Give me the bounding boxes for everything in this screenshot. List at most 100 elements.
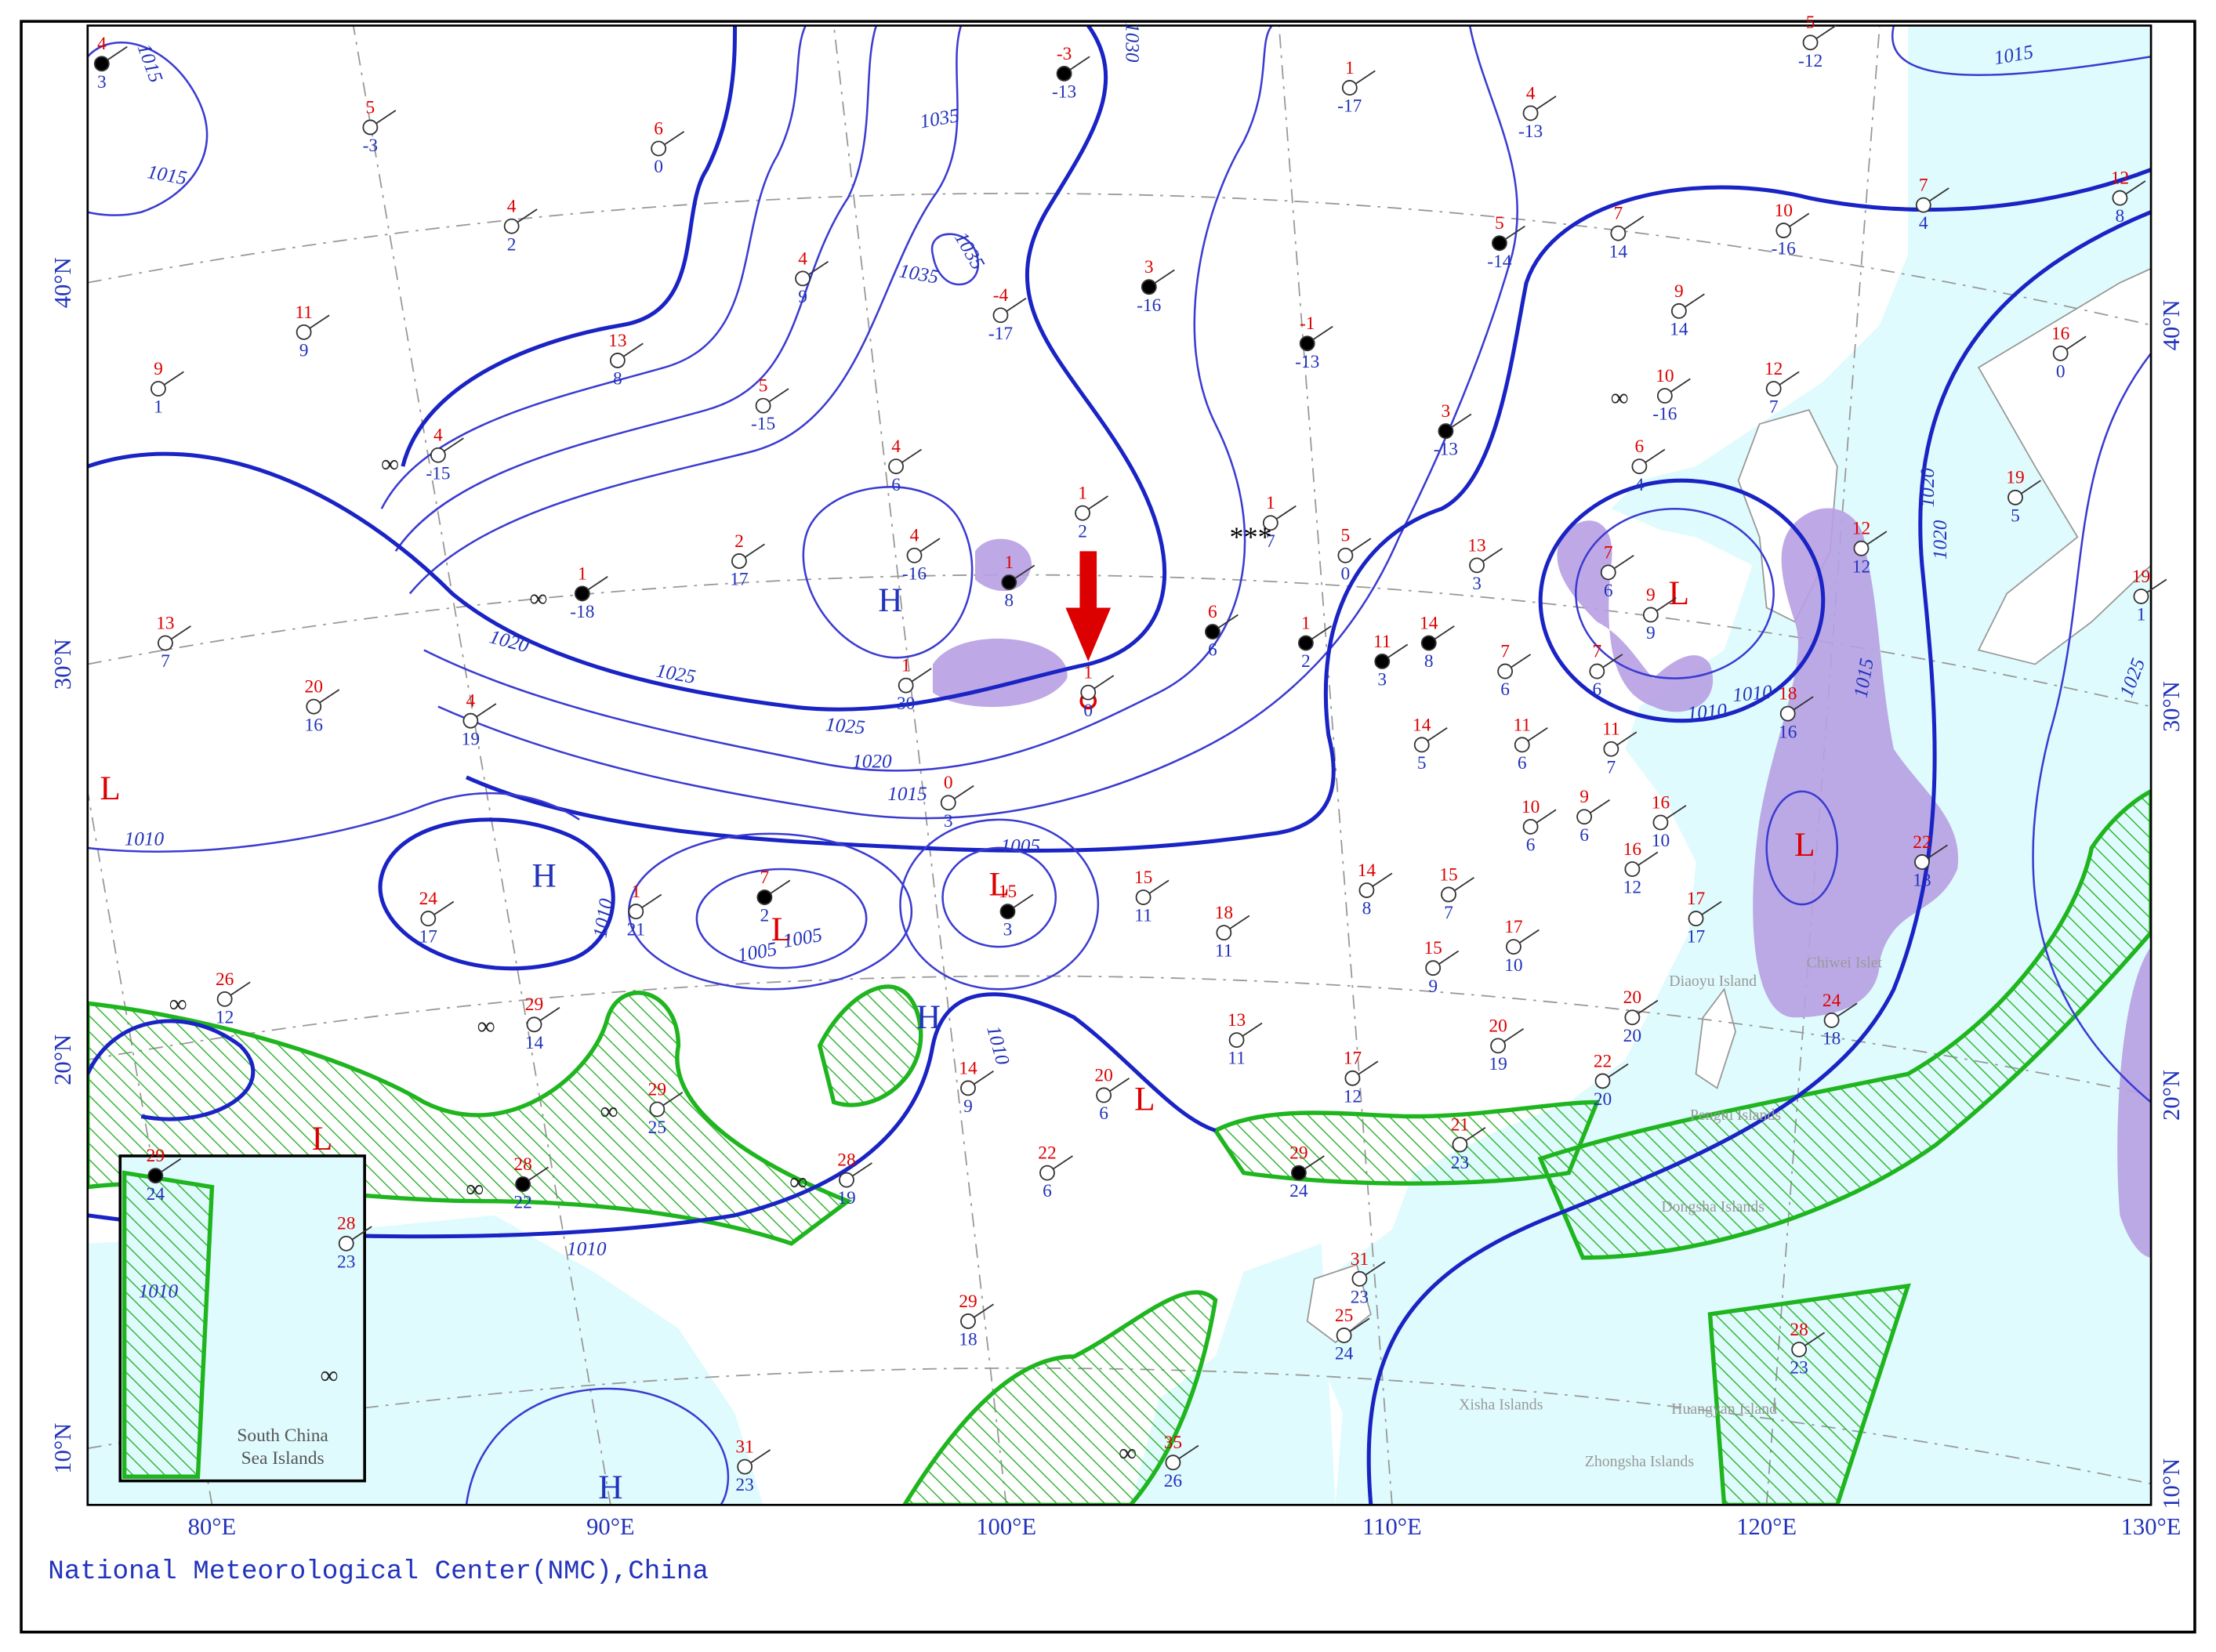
station-dew-point: 11 bbox=[1228, 1049, 1246, 1069]
station bbox=[1775, 223, 1792, 238]
station-dew-point: -13 bbox=[1295, 352, 1319, 372]
station-temperature: 11 bbox=[1513, 715, 1531, 735]
temperature-area bbox=[817, 984, 923, 1107]
station-temperature: 5 bbox=[1806, 13, 1815, 33]
station-dew-point: 3 bbox=[1377, 670, 1387, 690]
station-dew-point: 4 bbox=[1919, 213, 1928, 234]
station bbox=[898, 677, 914, 694]
station-dew-point: 19 bbox=[1489, 1054, 1507, 1074]
isobar bbox=[378, 817, 615, 971]
pressure-center: L bbox=[771, 911, 792, 948]
station-dew-point: 7 bbox=[1266, 531, 1275, 552]
pressure-center: L bbox=[312, 1120, 332, 1157]
station bbox=[1603, 741, 1619, 757]
station-dew-point: 9 bbox=[299, 340, 309, 360]
station bbox=[1656, 388, 1673, 404]
station-dew-point: 8 bbox=[2116, 206, 2125, 226]
station-temperature: 20 bbox=[1489, 1016, 1507, 1036]
latitude-line bbox=[87, 192, 2152, 326]
station-temperature: 9 bbox=[1674, 281, 1684, 302]
station-dew-point: 10 bbox=[1652, 831, 1670, 851]
station bbox=[1915, 197, 1931, 213]
station-temperature: 10 bbox=[1775, 201, 1793, 221]
station bbox=[1779, 705, 1796, 722]
isobar bbox=[802, 486, 974, 659]
station-temperature: -4 bbox=[993, 285, 1009, 306]
station-dew-point: -12 bbox=[1798, 51, 1822, 71]
station bbox=[1497, 663, 1514, 679]
station-dew-point: -16 bbox=[1652, 404, 1677, 425]
isobar bbox=[87, 992, 1217, 1239]
station-temperature: 3 bbox=[1442, 401, 1451, 422]
station-dew-point: 6 bbox=[1099, 1103, 1108, 1124]
station bbox=[1670, 303, 1687, 319]
map-frame bbox=[86, 24, 2153, 1506]
station-temperature: 1 bbox=[631, 882, 640, 902]
station-temperature: 14 bbox=[1413, 715, 1431, 735]
isobar bbox=[1366, 210, 2152, 1505]
station-dew-point: 0 bbox=[1083, 701, 1093, 721]
station-temperature: 16 bbox=[1623, 839, 1642, 860]
station bbox=[1490, 1038, 1507, 1054]
station-temperature: 7 bbox=[760, 868, 770, 888]
isobar bbox=[380, 25, 807, 509]
station-dew-point: 14 bbox=[1670, 319, 1688, 339]
station bbox=[1506, 939, 1521, 955]
station bbox=[960, 1313, 976, 1329]
isobar-label: 1020 bbox=[852, 752, 892, 773]
latitude-label: 30°N bbox=[2158, 681, 2185, 732]
latitude-label: 10°N bbox=[49, 1423, 76, 1474]
station-dew-point: -13 bbox=[1434, 440, 1458, 460]
station-dew-point: 25 bbox=[648, 1118, 666, 1138]
station-temperature: 28 bbox=[337, 1214, 355, 1234]
station-temperature: 0 bbox=[944, 773, 953, 793]
longitude-label: 110°E bbox=[1362, 1513, 1422, 1540]
station-dew-point: 3 bbox=[1472, 574, 1482, 594]
station bbox=[609, 353, 626, 368]
isobar-label: 1010 bbox=[567, 1239, 607, 1260]
station-dew-point: 6 bbox=[1526, 835, 1536, 856]
station bbox=[1791, 1342, 1808, 1357]
station bbox=[1802, 34, 1819, 51]
haze-symbol: ∞ bbox=[1611, 384, 1629, 412]
station-dew-point: 26 bbox=[1164, 1471, 1183, 1491]
station-temperature: 4 bbox=[798, 248, 807, 269]
station-temperature: 28 bbox=[513, 1154, 531, 1175]
station-temperature: 11 bbox=[295, 303, 313, 323]
station-dew-point: 1 bbox=[2137, 605, 2146, 625]
station bbox=[839, 1172, 854, 1188]
station-temperature: 29 bbox=[147, 1146, 165, 1166]
station-dew-point: 24 bbox=[1335, 1344, 1354, 1364]
isobar-label: 1010 bbox=[125, 829, 165, 850]
station bbox=[888, 458, 904, 475]
isobar bbox=[423, 25, 1273, 772]
station bbox=[1438, 423, 1454, 439]
station-temperature: 5 bbox=[366, 97, 375, 118]
station bbox=[2133, 589, 2149, 604]
pressure-center: L bbox=[1794, 826, 1815, 864]
station-temperature: 35 bbox=[1164, 1433, 1182, 1453]
inset-label: Sea Islands bbox=[241, 1448, 325, 1469]
isobar bbox=[1575, 507, 1775, 679]
station-temperature: 1 bbox=[578, 563, 587, 584]
isobar-label: 1020 bbox=[1917, 468, 1939, 508]
station-dew-point: 5 bbox=[2011, 505, 2020, 526]
station bbox=[1452, 1136, 1468, 1153]
pressure-center: L bbox=[1134, 1080, 1155, 1118]
station-temperature: 29 bbox=[648, 1079, 666, 1100]
station bbox=[1522, 105, 1539, 121]
station bbox=[960, 1080, 976, 1096]
pressure-center: H bbox=[878, 581, 902, 619]
station-dew-point: 9 bbox=[1428, 976, 1438, 997]
station bbox=[1336, 1328, 1352, 1343]
latitude-label: 40°N bbox=[49, 257, 76, 308]
station-temperature: 7 bbox=[1592, 642, 1601, 662]
isobar-label: 1030 bbox=[1122, 23, 1143, 63]
station-temperature: 4 bbox=[1526, 83, 1536, 103]
station-dew-point: 8 bbox=[1424, 651, 1434, 672]
station-temperature: 22 bbox=[1038, 1143, 1056, 1164]
station-temperature: 4 bbox=[433, 426, 443, 446]
station-temperature: 1 bbox=[1004, 552, 1014, 573]
isobar bbox=[87, 25, 1167, 712]
isobar bbox=[1538, 478, 1826, 723]
